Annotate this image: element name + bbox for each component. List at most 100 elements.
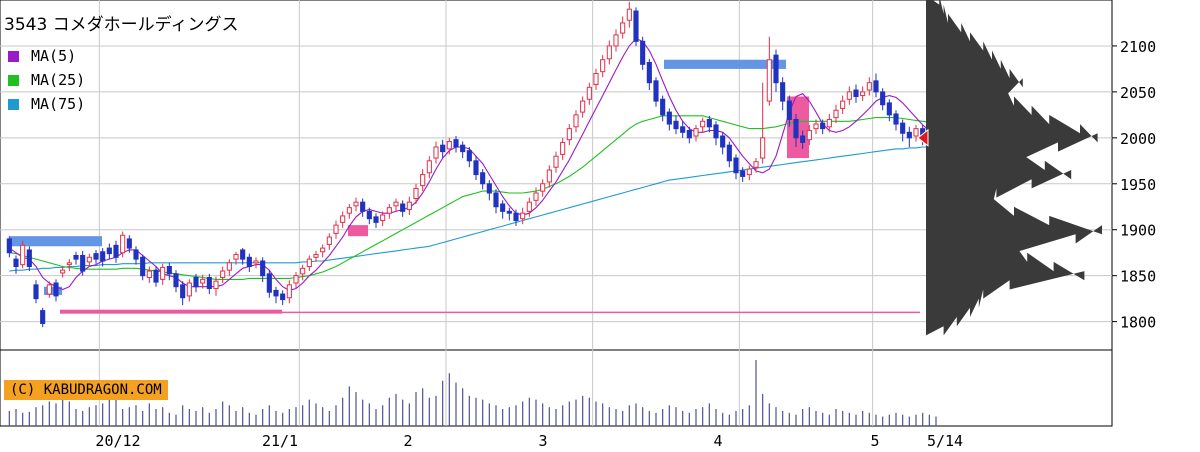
candle-body [766, 59, 772, 102]
gap-band [44, 286, 62, 295]
y-tick-label: 2000 [1120, 130, 1156, 148]
candle-body [273, 289, 279, 297]
candle-body [686, 129, 692, 139]
candle-body [660, 98, 666, 116]
candle-body [160, 266, 166, 280]
candle-body [186, 282, 192, 297]
candle-body [153, 269, 159, 283]
candle-body [833, 109, 839, 119]
candle-body [546, 169, 552, 183]
candle-body [166, 265, 172, 275]
candle-body [380, 214, 386, 222]
candle-body [120, 234, 126, 254]
candle-body [713, 124, 719, 139]
candle-body [740, 170, 746, 177]
candle-body [326, 236, 332, 245]
gap-band [348, 225, 368, 237]
candle-body [553, 155, 559, 168]
y-tick-label: 2050 [1120, 84, 1156, 102]
candle-body [426, 160, 432, 174]
candle-body [86, 256, 92, 263]
candle-body [400, 203, 406, 212]
candle-body [753, 161, 759, 168]
candle-body [386, 207, 392, 214]
volume-bars [8, 360, 937, 426]
candle-body [540, 183, 546, 192]
candle-body [460, 144, 466, 153]
y-tick-label: 1900 [1120, 222, 1156, 240]
candle-body [66, 262, 72, 266]
candle-body [226, 262, 232, 271]
candle-body [840, 100, 846, 109]
candle-body [180, 284, 186, 299]
legend-label-ma75: MA(75) [31, 95, 86, 113]
candle-body [526, 201, 532, 212]
candle-body [673, 120, 679, 130]
candle-body [506, 210, 512, 214]
candle-body [913, 128, 919, 137]
candle-body [420, 174, 426, 187]
candles [6, 1, 926, 328]
legend-item-ma25: MA(25) [8, 68, 85, 92]
legend-swatch-ma25 [8, 74, 19, 86]
candle-body [806, 129, 812, 141]
candle-body [346, 207, 352, 214]
candle-body [533, 192, 539, 201]
candle-body [780, 82, 786, 102]
candle-body [353, 201, 359, 207]
legend-label-ma5: MA(5) [31, 47, 77, 65]
candle-body [606, 45, 612, 60]
candle-body [233, 254, 239, 260]
candle-body [853, 89, 859, 97]
candle-body [760, 137, 766, 159]
candle-body [206, 277, 212, 290]
candle-body [340, 215, 346, 223]
candle-body [246, 256, 252, 267]
y-tick-label: 1950 [1120, 176, 1156, 194]
x-tick-label: 5/14 [927, 432, 963, 450]
candle-body [440, 144, 446, 153]
candle-body [786, 100, 792, 120]
gap-band [10, 236, 102, 247]
candle-body [873, 80, 879, 93]
candle-body [220, 270, 226, 279]
candle-body [860, 91, 866, 97]
candle-body [513, 212, 519, 222]
candle-body [113, 244, 119, 258]
candle-body [653, 80, 659, 102]
candle-body [820, 122, 826, 130]
volume-profile [917, 0, 1102, 336]
candle-body [46, 284, 52, 295]
candle-body [293, 275, 299, 284]
candle-body [593, 73, 599, 86]
candle-body [573, 114, 579, 128]
x-tick-label: 20/12 [95, 432, 140, 450]
candle-body [393, 201, 399, 207]
candle-body [520, 212, 526, 220]
legend-item-ma5: MA(5) [8, 44, 85, 68]
candle-body [453, 139, 459, 148]
candle-body [813, 123, 819, 130]
candle-body [486, 183, 492, 194]
candle-body [406, 201, 412, 211]
candle-body [80, 254, 86, 272]
candle-body [640, 40, 646, 65]
gap-band [664, 59, 786, 69]
candle-body [100, 251, 106, 262]
candle-body [240, 249, 246, 260]
candle-body [73, 254, 79, 260]
gap-band [60, 309, 282, 314]
candle-body [106, 247, 112, 255]
candle-body [626, 8, 632, 21]
candle-body [720, 135, 726, 148]
candle-body [266, 273, 272, 293]
candle-body [620, 22, 626, 34]
candle-body [666, 111, 672, 125]
candle-body [40, 310, 46, 324]
candle-body [146, 270, 152, 279]
candle-body [373, 216, 379, 223]
y-tick-label: 1800 [1120, 314, 1156, 332]
candle-body [706, 118, 712, 128]
candle-body [846, 91, 852, 100]
